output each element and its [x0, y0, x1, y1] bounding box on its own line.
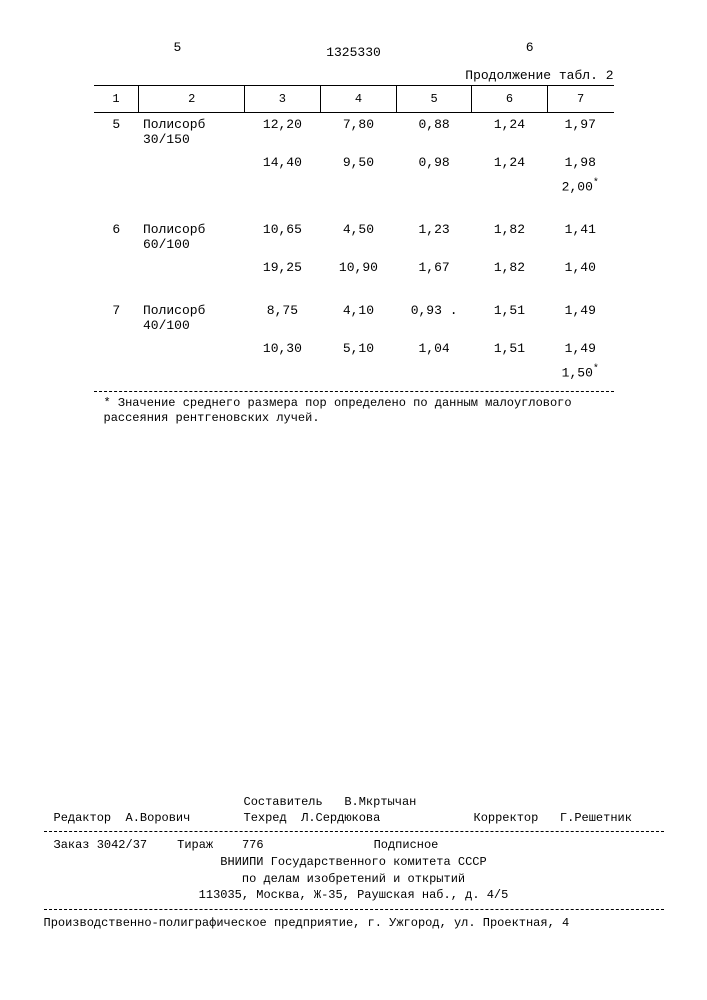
table-row: 6Полисорб60/10010,654,501,231,821,41: [94, 198, 614, 256]
cell-value: 19,25: [244, 256, 320, 279]
cell-value: 5,10: [320, 337, 396, 360]
table-header-row: 1 2 3 4 5 6 7: [94, 86, 614, 113]
table-row: 7Полисорб40/1008,754,100,93 .1,511,49: [94, 279, 614, 337]
order-number: Заказ 3042/37: [54, 838, 148, 852]
material-name: [139, 337, 244, 360]
cell-value: 1,50*: [547, 360, 613, 384]
cell-value: [244, 360, 320, 384]
cell-value: 1,40: [547, 256, 613, 279]
cell-value: 12,20: [244, 113, 320, 152]
cell-value: 2,00*: [547, 174, 613, 198]
cell-value: 1,98: [547, 151, 613, 174]
cell-value: 9,50: [320, 151, 396, 174]
table-row: 14,409,500,981,241,98: [94, 151, 614, 174]
material-name: Полисорб60/100: [139, 198, 244, 256]
producer-line: Производственно-полиграфическое предприя…: [44, 916, 664, 930]
document-number: 1325330: [114, 45, 594, 60]
footnote: * Значение среднего размера пор определе…: [104, 396, 604, 427]
material-name: [139, 256, 244, 279]
cell-value: 4,50: [320, 198, 396, 256]
material-name: [139, 360, 244, 384]
cell-value: [320, 174, 396, 198]
cell-value: 1,23: [396, 198, 471, 256]
table-row: 2,00*: [94, 174, 614, 198]
cell-value: 1,67: [396, 256, 471, 279]
data-table: 1 2 3 4 5 6 7 5Полисорб30/15012,207,800,…: [94, 85, 614, 385]
cell-value: 8,75: [244, 279, 320, 337]
cell-value: [396, 174, 471, 198]
tech-name: Л.Сердюкова: [301, 811, 380, 825]
tirage-value: 776: [242, 838, 264, 852]
cell-value: [396, 360, 471, 384]
material-name: Полисорб40/100: [139, 279, 244, 337]
row-index: [94, 360, 139, 384]
compiler-label: Составитель: [244, 795, 323, 809]
tech-label: Техред: [244, 811, 287, 825]
cell-value: 0,98: [396, 151, 471, 174]
cell-value: [244, 174, 320, 198]
row-index: [94, 337, 139, 360]
subscription-label: Подписное: [374, 838, 439, 852]
cell-value: 1,41: [547, 198, 613, 256]
row-index: 5: [94, 113, 139, 152]
cell-value: 1,97: [547, 113, 613, 152]
row-index: [94, 174, 139, 198]
publisher-org: ВНИИПИ Государственного комитета СССР: [54, 854, 654, 870]
editor-name: А.Ворович: [126, 811, 191, 825]
cell-value: 4,10: [320, 279, 396, 337]
cell-value: [472, 174, 547, 198]
row-index: [94, 256, 139, 279]
editor-label: Редактор: [54, 811, 112, 825]
cell-value: 0,88: [396, 113, 471, 152]
cell-value: 1,04: [396, 337, 471, 360]
divider: [44, 909, 664, 910]
col-header: 2: [139, 86, 244, 113]
col-header: 7: [547, 86, 613, 113]
divider: [44, 831, 664, 832]
publisher-org2: по делам изобретений и открытий: [54, 871, 654, 887]
cell-value: 1,24: [472, 151, 547, 174]
row-index: [94, 151, 139, 174]
divider: [94, 391, 614, 392]
cell-value: 1,24: [472, 113, 547, 152]
cell-value: 10,65: [244, 198, 320, 256]
row-index: 6: [94, 198, 139, 256]
compiler-name: В.Мкртычан: [344, 795, 416, 809]
cell-value: 1,82: [472, 256, 547, 279]
cell-value: 7,80: [320, 113, 396, 152]
tirage-label: Тираж: [177, 838, 213, 852]
table-row: 19,2510,901,671,821,40: [94, 256, 614, 279]
corrector-label: Корректор: [474, 811, 539, 825]
cell-value: 1,82: [472, 198, 547, 256]
table-row: 1,50*: [94, 360, 614, 384]
material-name: [139, 174, 244, 198]
cell-value: 14,40: [244, 151, 320, 174]
material-name: Полисорб30/150: [139, 113, 244, 152]
cell-value: 1,49: [547, 337, 613, 360]
table-row: 5Полисорб30/15012,207,800,881,241,97: [94, 113, 614, 152]
cell-value: 10,30: [244, 337, 320, 360]
cell-value: 1,51: [472, 279, 547, 337]
col-header: 1: [94, 86, 139, 113]
col-header: 4: [320, 86, 396, 113]
publisher-address: 113035, Москва, Ж-35, Раушская наб., д. …: [54, 887, 654, 903]
imprint-block: Составитель В.Мкртычан Редактор А.Ворови…: [40, 795, 667, 930]
cell-value: 10,90: [320, 256, 396, 279]
material-name: [139, 151, 244, 174]
cell-value: [472, 360, 547, 384]
row-index: 7: [94, 279, 139, 337]
cell-value: [320, 360, 396, 384]
cell-value: 1,49: [547, 279, 613, 337]
col-header: 5: [396, 86, 471, 113]
col-header: 6: [472, 86, 547, 113]
cell-value: 1,51: [472, 337, 547, 360]
table-continuation-label: Продолжение табл. 2: [94, 68, 614, 83]
table-row: 10,305,101,041,511,49: [94, 337, 614, 360]
col-header: 3: [244, 86, 320, 113]
corrector-name: Г.Решетник: [560, 811, 632, 825]
cell-value: 0,93 .: [396, 279, 471, 337]
